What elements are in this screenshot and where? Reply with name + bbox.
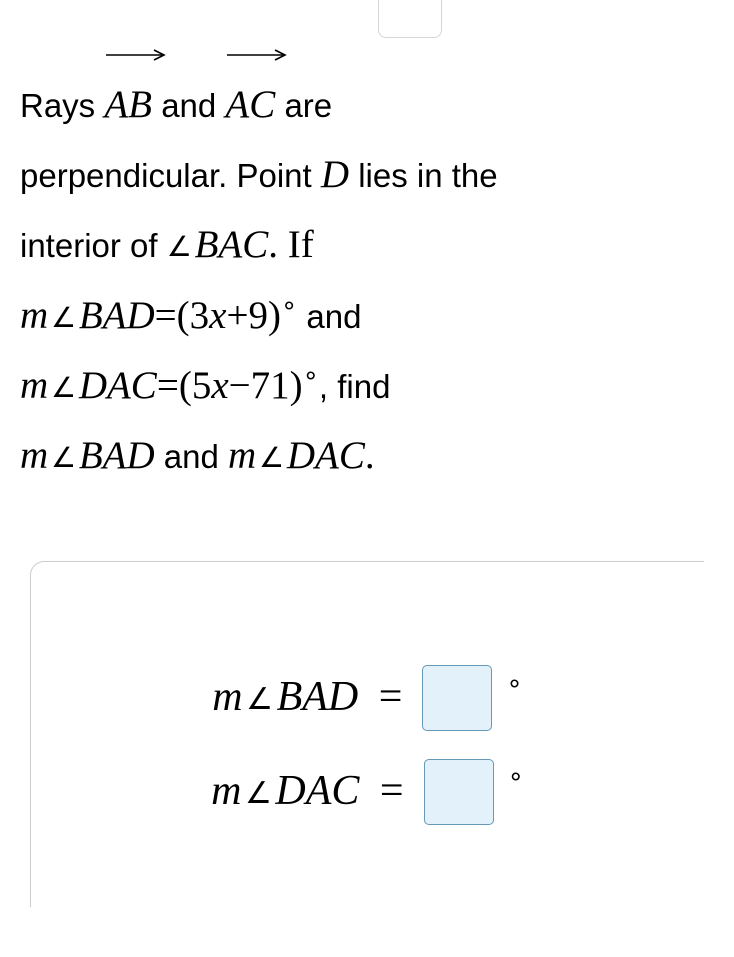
degree-symbol: ∘ — [508, 754, 524, 801]
degree-symbol: ∘ — [506, 661, 522, 708]
angle-symbol: ∠ — [51, 372, 76, 403]
angle-symbol: ∠ — [51, 442, 76, 473]
m: m — [228, 434, 256, 477]
text: , find — [319, 368, 391, 405]
ray-ab-label: AB — [104, 83, 152, 126]
answer-label-dac: m ∠ DAC = — [211, 754, 409, 830]
input-angle-dac[interactable] — [424, 759, 494, 825]
var-x: x — [211, 364, 228, 407]
equals: = — [380, 768, 404, 814]
input-angle-bad[interactable] — [422, 665, 492, 731]
angle-symbol: ∠ — [245, 777, 272, 810]
ray-arrow-icon — [225, 48, 275, 62]
m: m — [211, 768, 241, 814]
paren: ) — [268, 294, 281, 337]
paren: ( — [177, 294, 190, 337]
text: lies in the — [349, 157, 498, 194]
ray-arrow-icon — [104, 48, 152, 62]
coef: 5 — [192, 364, 212, 407]
ray-ab: AB — [104, 70, 152, 140]
op: + — [226, 294, 248, 337]
equals: = — [155, 294, 177, 337]
text: and — [161, 87, 225, 124]
text: perpendicular. Point — [20, 157, 321, 194]
angle-dac: DAC — [287, 434, 365, 477]
angle-name: BAD — [277, 674, 359, 720]
m: m — [20, 364, 48, 407]
text: and — [297, 298, 361, 335]
problem-text: Rays AB and AC are perpendicular. Point … — [0, 0, 734, 927]
paren: ) — [290, 364, 303, 407]
ray-ac: AC — [225, 70, 275, 140]
top-tab-remnant — [378, 0, 442, 38]
m: m — [20, 434, 48, 477]
const: 9 — [248, 294, 268, 337]
angle-dac: DAC — [79, 364, 157, 407]
angle-bad: BAD — [79, 294, 155, 337]
degree-symbol: ∘ — [281, 291, 297, 320]
ray-ac-label: AC — [225, 83, 275, 126]
text: and — [155, 438, 228, 475]
answer-row-dac: m ∠ DAC = ∘ — [61, 754, 674, 830]
text: interior of — [20, 227, 167, 264]
angle-name: DAC — [275, 768, 359, 814]
angle-symbol: ∠ — [259, 442, 284, 473]
paren: ( — [179, 364, 192, 407]
text: Rays — [20, 87, 104, 124]
text: . — [365, 434, 375, 477]
m: m — [20, 294, 48, 337]
angle-bac: BAC — [195, 223, 269, 266]
m: m — [212, 674, 242, 720]
answer-label-bad: m ∠ BAD = — [212, 660, 408, 736]
coef: 3 — [190, 294, 210, 337]
text: . If — [268, 223, 313, 266]
var-x: x — [209, 294, 226, 337]
angle-bad: BAD — [79, 434, 155, 477]
angle-symbol: ∠ — [167, 231, 192, 262]
angle-symbol: ∠ — [246, 683, 273, 716]
const: 71 — [251, 364, 290, 407]
equals: = — [157, 364, 179, 407]
point-d: D — [321, 153, 349, 196]
text: are — [284, 87, 332, 124]
answer-row-bad: m ∠ BAD = ∘ — [61, 660, 674, 736]
equals: = — [379, 674, 403, 720]
degree-symbol: ∘ — [303, 361, 319, 390]
op: − — [229, 364, 251, 407]
answer-panel: m ∠ BAD = ∘ m ∠ DAC = ∘ — [30, 561, 704, 907]
angle-symbol: ∠ — [51, 302, 76, 333]
